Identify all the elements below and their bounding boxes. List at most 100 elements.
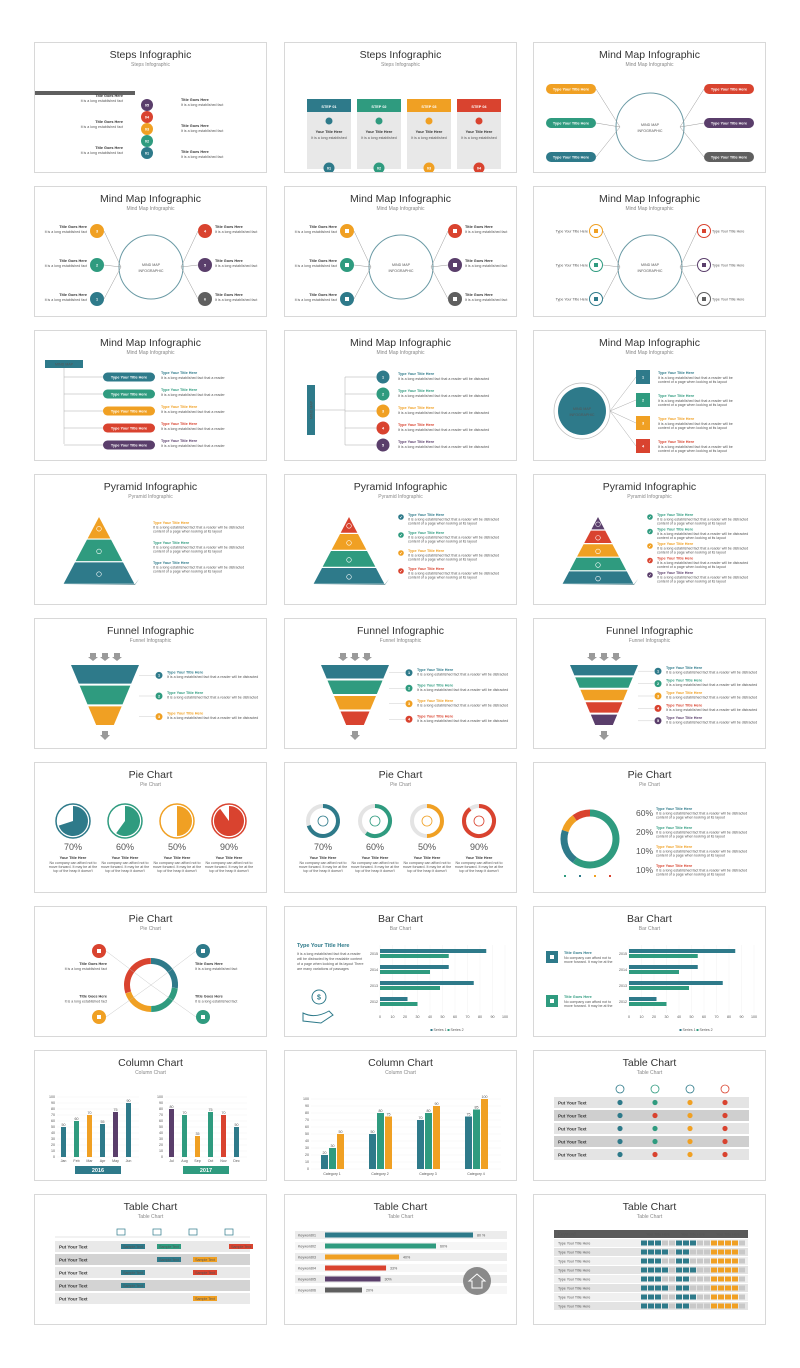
funnel-layer xyxy=(327,680,383,694)
title-label: Title Goes Here xyxy=(564,951,592,955)
legend-label: Series 2 xyxy=(451,1028,464,1032)
donut-segment xyxy=(150,987,178,1012)
connector-line xyxy=(595,88,621,128)
slide-thumbnail[interactable]: Mind Map Infographic Mind Map Infographic… xyxy=(533,42,766,173)
slide-thumbnail[interactable]: Funnel Infographic Funnel Infographic 1 Typ… xyxy=(284,618,517,749)
rating-block xyxy=(704,1285,710,1291)
item-title: Type Your Title Here xyxy=(417,699,453,703)
node-number: 2 xyxy=(657,682,659,686)
column-icon xyxy=(188,1228,198,1236)
slide-title: Bar Chart xyxy=(378,913,423,925)
connector-line xyxy=(679,88,705,128)
funnel-layer xyxy=(590,714,618,725)
slide-thumbnail[interactable]: Table Chart Table Chart Keyword Your Title … xyxy=(533,1194,766,1325)
rating-block xyxy=(641,1258,647,1264)
body-text: It is a long established fact xyxy=(45,298,87,302)
slide-thumbnail[interactable]: Steps Infographic Steps Infographic 05 04 03… xyxy=(34,42,267,173)
check-mark: ✓ xyxy=(399,569,402,573)
slide-thumbnail[interactable]: Bar Chart Bar Chart Title Goes Here No comp… xyxy=(533,906,766,1037)
slide-thumbnail[interactable]: Pyramid Infographic Pyramid Infographic ✓ T… xyxy=(533,474,766,605)
rating-block xyxy=(739,1249,745,1255)
slide-thumbnail[interactable]: Pie Chart Pie Chart 70% Your Title Here No c… xyxy=(34,762,267,893)
slide-thumbnail[interactable]: Mind Map Infographic Mind Map Infographic… xyxy=(34,186,267,317)
donut-segment xyxy=(125,991,152,1012)
body-text: No company can afford not to xyxy=(153,861,200,865)
data-label: 55 xyxy=(101,1120,105,1124)
column-bar xyxy=(208,1112,213,1157)
slide-thumbnail[interactable]: Pyramid Infographic Pyramid Infographic ✓ T… xyxy=(284,474,517,605)
body-text: of a page when looking at its layout The… xyxy=(297,962,363,966)
rating-block xyxy=(683,1258,689,1264)
slide-thumbnail[interactable]: Pie Chart Pie Chart Title Goes Here It is a… xyxy=(34,906,267,1037)
item-title: Type Your Title Here xyxy=(161,439,197,443)
slide-thumbnail[interactable]: Table Chart Table Chart Put Your Text Sampl… xyxy=(34,1194,267,1325)
step-number: 05 xyxy=(145,104,149,108)
title-pill xyxy=(103,406,155,416)
step-header xyxy=(457,99,501,112)
slide-thumbnail[interactable]: Mind Map Infographic Mind Map Infographic… xyxy=(533,186,766,317)
layer-icon xyxy=(346,523,352,529)
slide-title: Funnel Infographic xyxy=(606,625,693,637)
slide-thumbnail[interactable]: Steps Infographic Steps Infographic STEP 0… xyxy=(284,42,517,173)
rating-block xyxy=(669,1240,675,1246)
rating-block xyxy=(669,1294,675,1300)
slide-thumbnail[interactable]: Column Chart Column Chart 0 10 20 30 40 50 60 70 8… xyxy=(34,1050,267,1181)
percent-label: 60% xyxy=(440,1245,448,1249)
check-mark: ✓ xyxy=(399,515,402,519)
column-icon xyxy=(116,1228,126,1236)
data-label: 75 xyxy=(209,1108,213,1112)
step-number: 02 xyxy=(145,140,149,144)
legend-swatch xyxy=(594,875,596,877)
connector-line xyxy=(430,230,449,268)
number-circle xyxy=(654,667,662,675)
slide-thumbnail[interactable]: Pyramid Infographic Pyramid Infographic Ty… xyxy=(34,474,267,605)
body-text: top of the heap it doesn't xyxy=(459,869,498,873)
rating-block xyxy=(641,1276,647,1282)
slide-thumbnail[interactable]: Pie Chart Pie Chart 60% Type Your Title Her… xyxy=(533,762,766,893)
tick-label: 30 xyxy=(159,1137,163,1141)
rating-block xyxy=(648,1303,654,1309)
slide-thumbnail[interactable]: Mind Map Infographic Mind Map Infographic… xyxy=(34,330,267,461)
header-label: Your Title Here xyxy=(716,1233,740,1237)
tick-label: 0 xyxy=(628,1015,630,1019)
slide-thumbnail[interactable]: Pie Chart Pie Chart 70% Your Title Here No c… xyxy=(284,762,517,893)
rating-block xyxy=(662,1294,668,1300)
keyword-bar xyxy=(325,1254,399,1260)
tick-label: 60 xyxy=(305,1125,309,1129)
slide-thumbnail[interactable]: Table Chart Table Chart Put Your Text Put Y… xyxy=(533,1050,766,1181)
title-pill xyxy=(103,372,155,382)
number-circle xyxy=(405,715,413,723)
mind-map-center-label: MIND MAP xyxy=(641,123,660,127)
body-text: It is a long established fact that a rea… xyxy=(666,683,757,687)
number-square xyxy=(636,416,650,430)
title-label: Title Goes Here xyxy=(95,94,123,98)
body-text: content of a page when looking at its la… xyxy=(656,854,725,858)
slide-thumbnail[interactable]: Table Chart Table Chart Keyword01 80 % Keywo… xyxy=(284,1194,517,1325)
connector-line xyxy=(105,984,152,1018)
slide-content: MIND MAP 1 Type Your Title Here It is a lon… xyxy=(285,359,516,460)
slide-thumbnail[interactable]: Mind Map Infographic Mind Map Infographic… xyxy=(284,330,517,461)
pyramid-layer xyxy=(313,568,385,584)
slide-thumbnail[interactable]: Mind Map Infographic Mind Map Infographic… xyxy=(284,186,517,317)
year-badge xyxy=(183,1166,229,1174)
node-icon xyxy=(594,263,598,267)
slide-subtitle: Column Chart xyxy=(135,1070,166,1076)
tick-label: Category 4 xyxy=(467,1172,485,1176)
node-icon xyxy=(453,263,457,267)
rating-block xyxy=(676,1294,682,1300)
slide-thumbnail[interactable]: Bar Chart Bar Chart Type Your Title Here It… xyxy=(284,906,517,1037)
column-icon xyxy=(152,1228,162,1236)
slide-thumbnail[interactable]: Mind Map Infographic Mind Map Infographic… xyxy=(533,330,766,461)
layer-icon xyxy=(96,526,102,532)
node-number: 4 xyxy=(382,427,385,431)
rating-block xyxy=(676,1285,682,1291)
down-arrow-icon xyxy=(100,731,110,740)
slide-content: STEP 01 Your Title Here It is a long estab… xyxy=(285,71,516,172)
check-icon xyxy=(722,1151,728,1158)
percent-label: 80 % xyxy=(477,1234,486,1238)
slide-thumbnail[interactable]: Funnel Infographic Funnel Infographic 1 Typ… xyxy=(533,618,766,749)
slide-thumbnail[interactable]: Column Chart Column Chart 0 10 20 30 40 50 60 70 8… xyxy=(284,1050,517,1181)
slide-thumbnail[interactable]: Funnel Infographic Funnel Infographic 1 Typ… xyxy=(34,618,267,749)
